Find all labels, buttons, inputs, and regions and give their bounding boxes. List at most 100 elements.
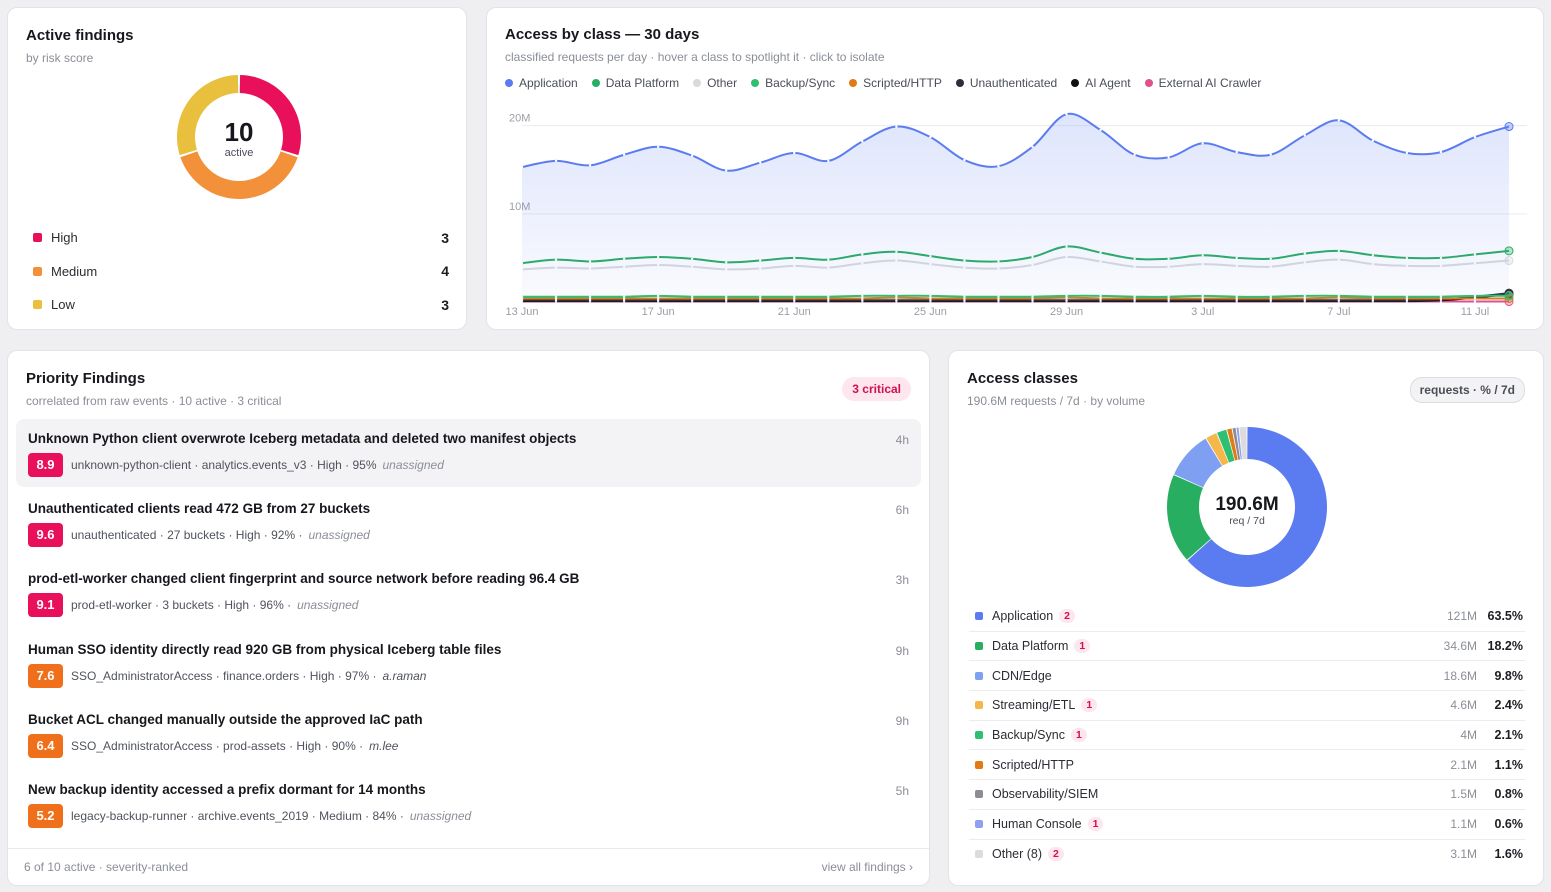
x-tick-label: 13 Jun: [505, 306, 538, 318]
class-findings-badge: 1: [1074, 639, 1091, 654]
series-point: [929, 135, 932, 139]
finding-assignee[interactable]: unassigned: [308, 528, 370, 542]
class-volume: 2.1M: [1450, 757, 1477, 772]
finding-age: 9h: [895, 714, 909, 728]
class-volume: 4.6M: [1450, 698, 1477, 713]
class-findings-badge: 2: [1048, 847, 1064, 862]
finding-row[interactable]: New backup identity accessed a prefix do…: [16, 770, 921, 838]
view-all-findings-link[interactable]: view all findings ›: [821, 860, 913, 874]
class-findings-badge: 1: [1087, 817, 1104, 832]
finding-title: Human SSO identity directly read 920 GB …: [28, 642, 502, 657]
series-point: [1473, 135, 1477, 139]
class-percent: 9.8%: [1494, 668, 1524, 683]
legend-item-application[interactable]: Application: [505, 76, 578, 90]
class-slice[interactable]: [1206, 433, 1229, 466]
legend-label: Other: [707, 76, 738, 90]
findings-count-note: 6 of 10 active · severity-ranked: [24, 860, 189, 874]
risk-slice[interactable]: [177, 75, 239, 156]
series-point: [1031, 145, 1034, 148]
class-slice[interactable]: [1217, 429, 1235, 463]
finding-assignee[interactable]: a.raman: [382, 669, 427, 683]
finding-assignee[interactable]: m.lee: [369, 739, 399, 753]
risk-slice[interactable]: [239, 75, 301, 156]
finding-assignee[interactable]: unassigned: [409, 809, 472, 823]
class-name: Other (8): [992, 847, 1043, 862]
unit-toggle-pill[interactable]: requests · % / 7d: [1409, 377, 1525, 403]
series-endpoint[interactable]: [1504, 122, 1514, 132]
legend-dot: [1071, 79, 1080, 87]
finding-meta: unauthenticated · 27 buckets · High · 92…: [71, 528, 303, 542]
class-row-scripted-http[interactable]: Scripted/HTTP 2.1M 1.1%: [969, 750, 1525, 781]
class-findings-badge: 2: [1059, 609, 1075, 624]
class-slice[interactable]: [1174, 438, 1223, 488]
legend-item-other[interactable]: Other: [693, 76, 737, 90]
risk-count: 3: [441, 296, 449, 313]
access-classes-donut[interactable]: 190.6M req / 7d: [1165, 425, 1329, 589]
class-row-application[interactable]: Application 2 121M 63.5%: [969, 602, 1525, 632]
risk-label: High: [51, 230, 78, 246]
critical-count-badge[interactable]: 3 critical: [842, 377, 911, 401]
class-slice[interactable]: [1187, 427, 1327, 587]
finding-assignee[interactable]: unassigned: [297, 598, 359, 612]
class-findings-badge: 1: [1070, 728, 1087, 743]
legend-item-external-ai-crawler[interactable]: External AI Crawler: [1144, 76, 1261, 90]
class-row-backup-sync[interactable]: Backup/Sync 1 4M 2.1%: [969, 721, 1525, 751]
class-name: Streaming/ETL: [992, 698, 1076, 713]
class-row-cdn-edge[interactable]: CDN/Edge 18.6M 9.8%: [969, 661, 1525, 692]
y-tick-label: 20M: [509, 113, 530, 125]
finding-row[interactable]: Bucket ACL changed manually outside the …: [16, 700, 921, 768]
finding-meta: unknown-python-client · analytics.events…: [71, 458, 377, 472]
class-row-other[interactable]: Other (8) 2 3.1M 1.6%: [969, 840, 1525, 870]
risk-score-badge: 8.9: [28, 453, 63, 477]
class-percent: 2.4%: [1494, 698, 1524, 713]
class-row-streaming-etl[interactable]: Streaming/ETL 1 4.6M 2.4%: [969, 691, 1525, 721]
class-percent: 63.5%: [1487, 609, 1523, 624]
risk-row-low[interactable]: Low 3: [33, 288, 449, 322]
classes-total-label: req / 7d: [1229, 515, 1265, 527]
risk-row-high[interactable]: High 3: [33, 221, 449, 255]
series-point: [1099, 128, 1102, 132]
series-line-application[interactable]: [521, 112, 1510, 172]
risk-legend: High 3 Medium 4 Low 3: [33, 221, 449, 322]
risk-score-badge: 9.1: [28, 593, 63, 617]
class-name: CDN/Edge: [992, 668, 1052, 683]
risk-slice[interactable]: [180, 151, 298, 199]
priority-findings-footer: 6 of 10 active · severity-ranked view al…: [8, 848, 929, 885]
risk-donut-chart[interactable]: 10 active: [176, 74, 302, 200]
finding-row[interactable]: Unauthenticated clients read 472 GB from…: [16, 489, 921, 557]
series-point: [861, 140, 864, 143]
class-row-observability-siem[interactable]: Observability/SIEM 1.5M 0.8%: [969, 780, 1525, 810]
finding-row[interactable]: Human SSO identity directly read 920 GB …: [16, 630, 921, 698]
legend-dot: [591, 79, 600, 87]
legend-item-scripted-http[interactable]: Scripted/HTTP: [849, 76, 942, 90]
class-slice[interactable]: [1236, 427, 1242, 460]
class-volume: 121M: [1446, 609, 1477, 624]
series-point: [1371, 139, 1375, 142]
risk-row-medium[interactable]: Medium 4: [33, 255, 449, 289]
finding-assignee[interactable]: unassigned: [382, 458, 444, 472]
class-row-human-console[interactable]: Human Console 1 1.1M 0.6%: [969, 810, 1525, 840]
access-classes-card: Access classes 190.6M requests / 7d · by…: [948, 350, 1544, 886]
legend-item-unauthenticated[interactable]: Unauthenticated: [955, 76, 1057, 90]
class-slice[interactable]: [1167, 475, 1211, 560]
class-volume: 4M: [1460, 728, 1477, 743]
finding-row[interactable]: Unknown Python client overwrote Iceberg …: [16, 419, 921, 487]
active-total: 10: [225, 117, 254, 147]
class-slice[interactable]: [1227, 428, 1238, 461]
class-percent: 0.8%: [1494, 787, 1524, 802]
finding-age: 5h: [895, 784, 909, 798]
class-slice[interactable]: [1239, 427, 1247, 460]
classes-total: 190.6M: [1215, 494, 1278, 515]
class-slice[interactable]: [1232, 427, 1241, 460]
finding-row[interactable]: prod-etl-worker changed client fingerpri…: [16, 559, 921, 627]
access-chart-subtitle: classified requests per day · hover a cl…: [505, 50, 885, 64]
finding-meta: SSO_AdministratorAccess · prod-assets · …: [71, 739, 364, 753]
series-point: [725, 169, 728, 172]
legend-item-backup-sync[interactable]: Backup/Sync: [751, 76, 835, 90]
legend-item-ai-agent[interactable]: AI Agent: [1071, 76, 1131, 90]
series-point: [1201, 142, 1204, 145]
legend-item-data-platform[interactable]: Data Platform: [591, 76, 679, 90]
class-row-data-platform[interactable]: Data Platform 1 34.6M 18.2%: [969, 632, 1525, 662]
class-volume: 18.6M: [1443, 668, 1477, 683]
